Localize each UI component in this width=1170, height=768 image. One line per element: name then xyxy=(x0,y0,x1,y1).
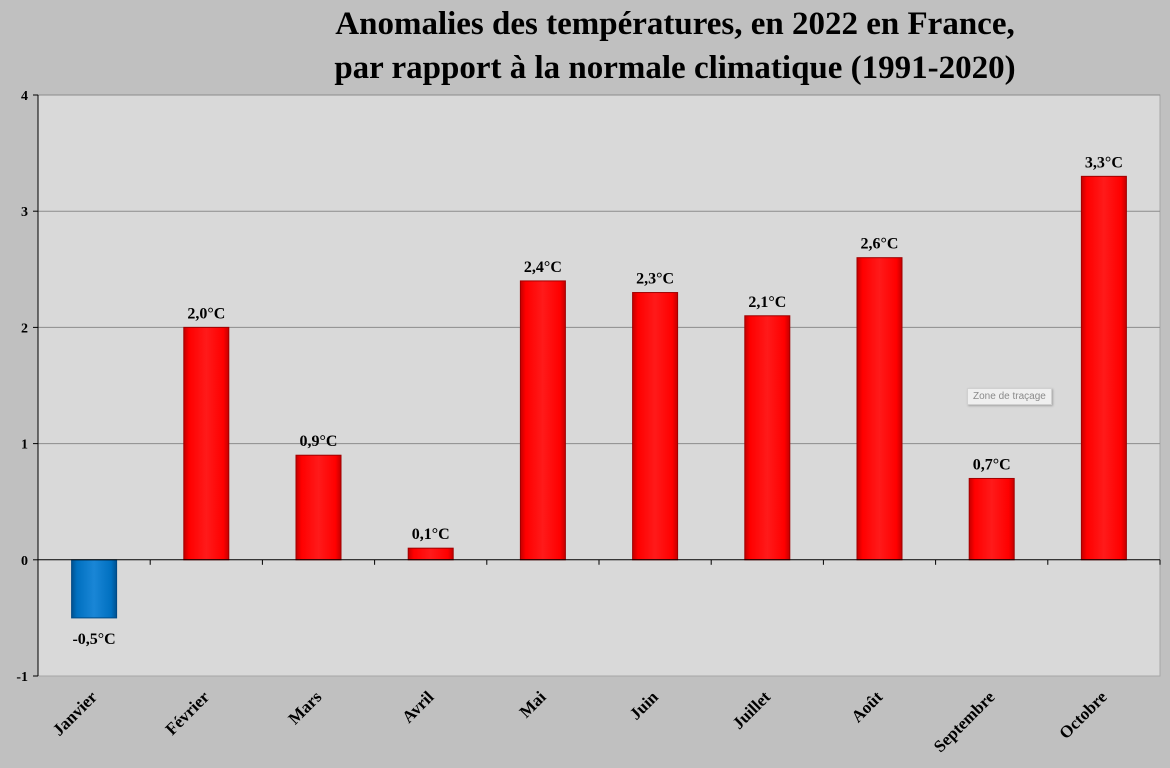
x-tick-label: Février xyxy=(162,687,214,739)
plot-area-tooltip: Zone de traçage xyxy=(967,388,1052,405)
bar-octobre[interactable] xyxy=(1080,175,1127,561)
bar-février[interactable] xyxy=(183,326,230,561)
data-label: 2,1°C xyxy=(748,294,786,311)
bar-juin[interactable] xyxy=(632,292,679,561)
x-tick-label: Août xyxy=(848,687,887,726)
x-tick-label: Octobre xyxy=(1055,687,1111,743)
x-tick-label: Juin xyxy=(626,687,663,724)
y-tick-label: 3 xyxy=(21,205,28,220)
y-tick-label: -1 xyxy=(16,670,28,685)
bar-avril[interactable] xyxy=(407,547,454,561)
x-tick-label: Mars xyxy=(285,687,326,728)
data-label: 0,7°C xyxy=(973,456,1011,473)
data-label: 2,0°C xyxy=(187,305,225,322)
x-tick-label: Septembre xyxy=(930,687,999,756)
data-label: 3,3°C xyxy=(1085,154,1123,171)
y-tick-label: 4 xyxy=(21,89,28,104)
x-tick-label: Juillet xyxy=(729,687,775,733)
bar-mars[interactable] xyxy=(295,454,342,561)
y-tick-label: 2 xyxy=(21,321,28,336)
data-label: 0,9°C xyxy=(300,433,338,450)
data-label: 2,6°C xyxy=(861,236,899,253)
x-tick-label: Mai xyxy=(516,687,550,721)
chart-title-line-1: Anomalies des températures, en 2022 en F… xyxy=(335,6,1015,42)
bar-août[interactable] xyxy=(856,257,903,561)
chart-title-line-2: par rapport à la normale climatique (199… xyxy=(334,50,1016,86)
x-tick-label: Avril xyxy=(398,687,437,726)
y-tick-label: 0 xyxy=(21,554,28,569)
bar-janvier[interactable] xyxy=(71,559,118,619)
bar-mai[interactable] xyxy=(519,280,566,561)
bar-septembre[interactable] xyxy=(968,477,1015,561)
data-label: 2,3°C xyxy=(636,271,674,288)
data-label: -0,5°C xyxy=(72,631,115,648)
data-label: 0,1°C xyxy=(412,526,450,543)
axes xyxy=(33,94,1161,677)
y-tick-label: 1 xyxy=(21,438,28,453)
data-label: 2,4°C xyxy=(524,259,562,276)
bar-juillet[interactable] xyxy=(744,315,791,561)
x-tick-label: Janvier xyxy=(49,687,101,739)
